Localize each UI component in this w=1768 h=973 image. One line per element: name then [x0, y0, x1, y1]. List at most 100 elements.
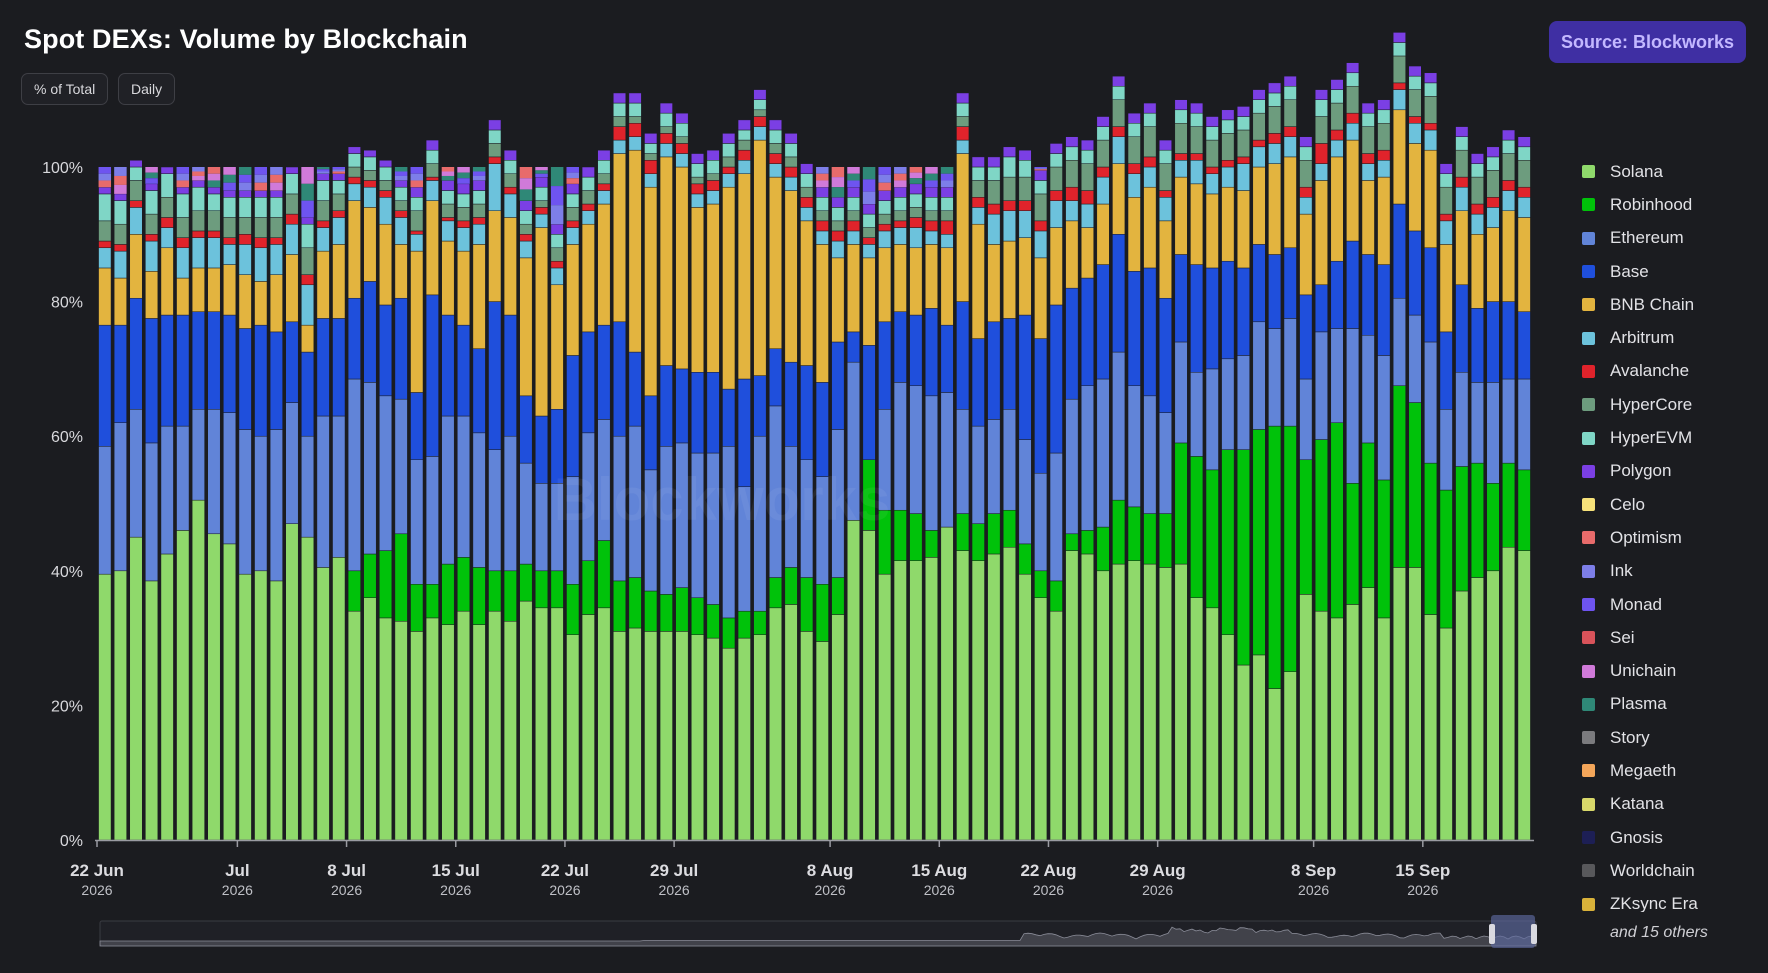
bar-segment-other[interactable] [550, 205, 564, 225]
bar-segment-other[interactable] [831, 187, 845, 198]
bar-segment[interactable] [784, 133, 798, 144]
bar-segment[interactable] [1314, 439, 1328, 612]
bar-segment[interactable] [425, 176, 439, 181]
legend-item[interactable]: Sei [1582, 621, 1757, 654]
bar-segment[interactable] [1439, 627, 1453, 841]
legend-item[interactable]: Celo [1582, 488, 1757, 521]
bar-segment[interactable] [1221, 133, 1235, 161]
bar-segment-other[interactable] [270, 182, 283, 191]
bar-segment-other[interactable] [176, 167, 190, 174]
bar-segment[interactable] [472, 180, 486, 191]
range-navigator[interactable] [99, 915, 1537, 948]
bar-segment[interactable] [269, 429, 283, 582]
bar-segment[interactable] [1470, 462, 1484, 578]
bar-segment[interactable] [1096, 378, 1110, 528]
bar-segment[interactable] [410, 250, 424, 393]
bar-segment[interactable] [1143, 513, 1157, 565]
bar-segment[interactable] [971, 560, 985, 841]
bar-segment[interactable] [831, 240, 845, 259]
bar-segment[interactable] [1127, 271, 1141, 386]
bar-segment[interactable] [425, 139, 439, 151]
bar-segment[interactable] [1299, 459, 1313, 595]
bar-segment[interactable] [1002, 547, 1016, 841]
bar-segment[interactable] [1252, 146, 1266, 168]
bar-segment[interactable] [1517, 160, 1531, 188]
bar-segment[interactable] [394, 217, 408, 245]
bar-segment-other[interactable] [332, 171, 346, 174]
bar-segment[interactable] [1470, 213, 1484, 235]
bar-segment[interactable] [176, 237, 190, 249]
bar-segment[interactable] [1252, 321, 1266, 430]
bar-segment-other[interactable] [410, 173, 423, 181]
bar-segment[interactable] [909, 207, 923, 218]
bar-segment[interactable] [347, 570, 361, 612]
bar-segment[interactable] [519, 600, 533, 841]
bar-segment[interactable] [1080, 277, 1094, 386]
bar-segment-other[interactable] [441, 175, 455, 181]
bar-segment[interactable] [410, 197, 424, 211]
bar-segment[interactable] [722, 186, 736, 390]
bar-segment[interactable] [644, 395, 658, 471]
bar-segment-other[interactable] [519, 189, 533, 201]
bar-segment[interactable] [1424, 129, 1438, 151]
bar-segment[interactable] [1096, 570, 1110, 841]
bar-segment-other[interactable] [457, 172, 470, 179]
bar-segment[interactable] [238, 217, 252, 235]
bar-segment[interactable] [488, 610, 502, 841]
bar-segment[interactable] [1346, 483, 1360, 605]
bar-segment[interactable] [1080, 163, 1094, 191]
bar-segment[interactable] [815, 230, 829, 245]
bar-segment[interactable] [566, 220, 580, 228]
bar-segment[interactable] [971, 523, 985, 561]
bar-segment[interactable] [1236, 190, 1250, 269]
bar-segment[interactable] [238, 328, 252, 430]
bar-segment[interactable] [613, 139, 627, 154]
bar-segment[interactable] [1236, 129, 1250, 158]
bar-segment[interactable] [1283, 99, 1297, 127]
bar-segment-other[interactable] [410, 167, 423, 174]
bar-segment[interactable] [238, 429, 252, 575]
bar-segment[interactable] [581, 331, 595, 434]
bar-segment[interactable] [878, 321, 892, 410]
bar-segment[interactable] [1455, 372, 1469, 467]
bar-segment[interactable] [379, 197, 393, 225]
bar-segment[interactable] [971, 197, 985, 208]
bar-segment[interactable] [503, 149, 517, 161]
bar-segment[interactable] [1065, 186, 1079, 201]
bar-segment[interactable] [878, 573, 892, 841]
bar-segment[interactable] [1190, 597, 1204, 841]
bar-segment[interactable] [1221, 260, 1235, 360]
bar-segment[interactable] [332, 244, 346, 319]
bar-segment[interactable] [1002, 146, 1016, 158]
bar-segment[interactable] [98, 193, 112, 222]
bar-segment[interactable] [971, 156, 985, 168]
bar-segment[interactable] [410, 631, 424, 841]
bar-segment[interactable] [1377, 176, 1391, 265]
bar-segment[interactable] [550, 223, 564, 235]
bar-segment[interactable] [1236, 267, 1250, 356]
bar-segment[interactable] [1096, 116, 1110, 127]
bar-segment-other[interactable] [816, 180, 829, 188]
bar-segment-other[interactable] [301, 200, 314, 218]
bar-segment[interactable] [659, 594, 673, 632]
bar-segment[interactable] [410, 392, 424, 461]
bar-segment[interactable] [1236, 664, 1250, 841]
bar-segment[interactable] [1408, 75, 1422, 90]
bar-segment-other[interactable] [847, 173, 860, 181]
bar-segment[interactable] [1330, 260, 1344, 329]
bar-segment[interactable] [1221, 109, 1235, 121]
bar-segment[interactable] [207, 409, 221, 535]
bar-segment[interactable] [893, 197, 907, 211]
bar-segment[interactable] [659, 156, 673, 366]
bar-segment[interactable] [1377, 617, 1391, 841]
bar-segment[interactable] [160, 314, 174, 427]
bar-segment-other[interactable] [925, 173, 938, 181]
bar-segment[interactable] [1049, 227, 1063, 306]
bar-segment-other[interactable] [223, 167, 236, 175]
bar-segment[interactable] [441, 240, 455, 316]
bar-segment[interactable] [379, 395, 393, 551]
bar-segment[interactable] [1361, 442, 1375, 588]
bar-segment[interactable] [223, 543, 237, 841]
bar-segment[interactable] [581, 210, 595, 225]
bar-segment[interactable] [940, 197, 954, 211]
